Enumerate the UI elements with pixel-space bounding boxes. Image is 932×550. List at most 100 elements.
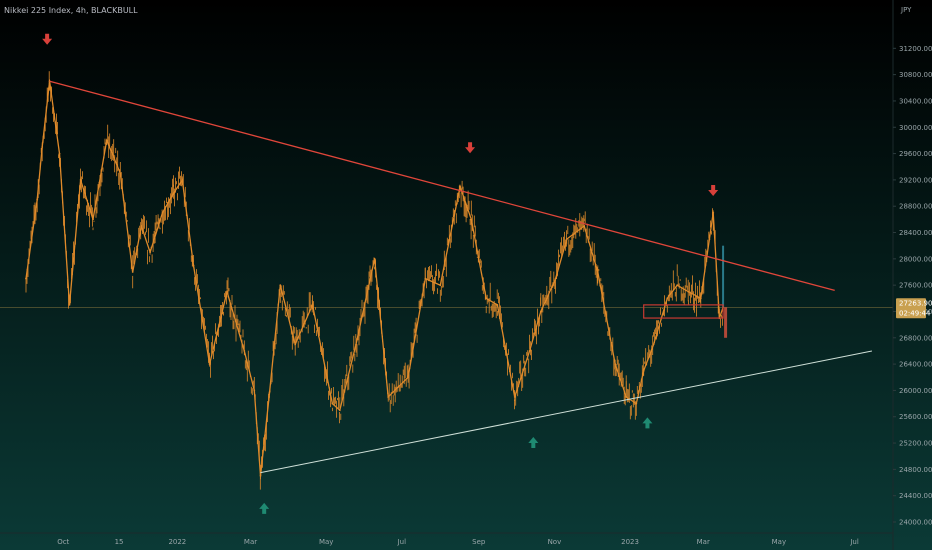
price-point [68, 304, 71, 306]
price-point [149, 251, 152, 254]
last-price-label: 27263.90 [899, 299, 932, 307]
price-point [331, 402, 334, 405]
price-point [243, 350, 246, 352]
price-tick-label: 24800.00 [899, 466, 932, 474]
price-tick-label: 26400.00 [899, 361, 932, 369]
price-tick-label: 29600.00 [899, 150, 932, 158]
price-point [25, 277, 27, 280]
time-tick-label: Mar [697, 538, 710, 546]
currency-label: JPY [900, 6, 912, 14]
price-point [172, 192, 175, 195]
price-tick-label: 28400.00 [899, 229, 932, 237]
price-tick-label: 30800.00 [899, 71, 932, 79]
price-point [181, 179, 184, 181]
time-tick-label: Oct [57, 538, 69, 546]
plot-area [0, 33, 893, 514]
price-point [565, 238, 568, 241]
price-point [92, 218, 94, 221]
time-tick-label: Mar [244, 538, 257, 546]
consolidation-box [643, 304, 724, 319]
down-arrow-icon [465, 142, 476, 154]
price-point [699, 297, 702, 300]
up-arrow-icon [259, 502, 270, 514]
time-tick-label: May [319, 538, 333, 546]
price-point [424, 277, 427, 280]
price-point [687, 290, 690, 293]
price-point [708, 238, 711, 241]
price-point [279, 284, 282, 287]
price-point [539, 310, 542, 313]
price-point [119, 172, 122, 175]
time-tick-label: 2023 [621, 538, 639, 546]
price-tick-label: 26000.00 [899, 387, 932, 395]
price-point [36, 198, 39, 201]
price-point [208, 363, 211, 365]
time-tick-label: Jul [397, 538, 407, 546]
price-point [676, 284, 679, 287]
price-axis[interactable]: 24000.00 24400.00 24800.00 25200.00 25600.00… [893, 45, 932, 527]
price-tick-label: 24000.00 [899, 519, 932, 527]
price-point [79, 179, 82, 181]
price-point [439, 284, 442, 287]
price-tag: 27263.90 02:49:44 [896, 298, 932, 319]
price-point [253, 389, 256, 392]
price-point [652, 343, 655, 346]
price-point [140, 225, 143, 227]
time-tick-label: Jul [849, 538, 859, 546]
price-point [294, 343, 297, 346]
price-point [192, 264, 195, 267]
price-tick-label: 31200.00 [899, 45, 932, 53]
price-series-line [25, 81, 724, 476]
price-point [513, 396, 516, 398]
price-point [105, 139, 108, 142]
price-point [311, 304, 314, 306]
price-point [485, 297, 488, 300]
time-tick-label: 2022 [168, 538, 186, 546]
resistance-trendline [49, 80, 835, 292]
price-point [373, 257, 376, 260]
bar-countdown-label: 02:49:44 [899, 309, 931, 317]
up-arrow-icon [528, 437, 539, 449]
price-point [528, 350, 531, 352]
price-point [355, 343, 357, 346]
down-arrow-icon [42, 33, 53, 45]
price-point [625, 396, 628, 398]
price-point [583, 225, 586, 227]
down-arrow-icon [708, 185, 719, 197]
current-candle [724, 307, 728, 338]
price-tick-label: 29200.00 [899, 176, 932, 184]
price-point [635, 402, 638, 405]
price-point [407, 376, 409, 379]
price-tick-label: 28800.00 [899, 203, 932, 211]
price-point [666, 297, 669, 300]
candle-wicks [25, 71, 723, 490]
price-point [41, 146, 44, 148]
price-tick-label: 27600.00 [899, 282, 932, 290]
price-point [642, 369, 645, 372]
price-tick-label: 24400.00 [899, 492, 932, 500]
price-point [554, 277, 557, 280]
price-point [470, 218, 473, 221]
price-point [338, 409, 341, 412]
price-point [596, 271, 599, 273]
price-tick-label: 25200.00 [899, 440, 932, 448]
price-point [226, 290, 228, 293]
support-trendline [260, 350, 873, 474]
price-point [259, 475, 262, 477]
price-tick-label: 30000.00 [899, 124, 932, 132]
price-point [161, 211, 164, 214]
price-tag-background [896, 298, 926, 319]
time-tick-label: May [772, 538, 786, 546]
time-tick-label: 15 [115, 538, 124, 546]
price-point [131, 271, 134, 273]
time-tick-label: Sep [472, 538, 486, 546]
price-point [614, 363, 617, 365]
price-tick-label: 30400.00 [899, 97, 932, 105]
time-axis[interactable]: Oct 15 2022 Mar May Jul Sep Nov 2023 Mar May Jul [57, 538, 859, 546]
price-point [712, 211, 715, 214]
price-point [387, 396, 390, 398]
price-point [496, 304, 499, 306]
price-point [459, 185, 461, 188]
price-tick-label: 26800.00 [899, 334, 932, 342]
